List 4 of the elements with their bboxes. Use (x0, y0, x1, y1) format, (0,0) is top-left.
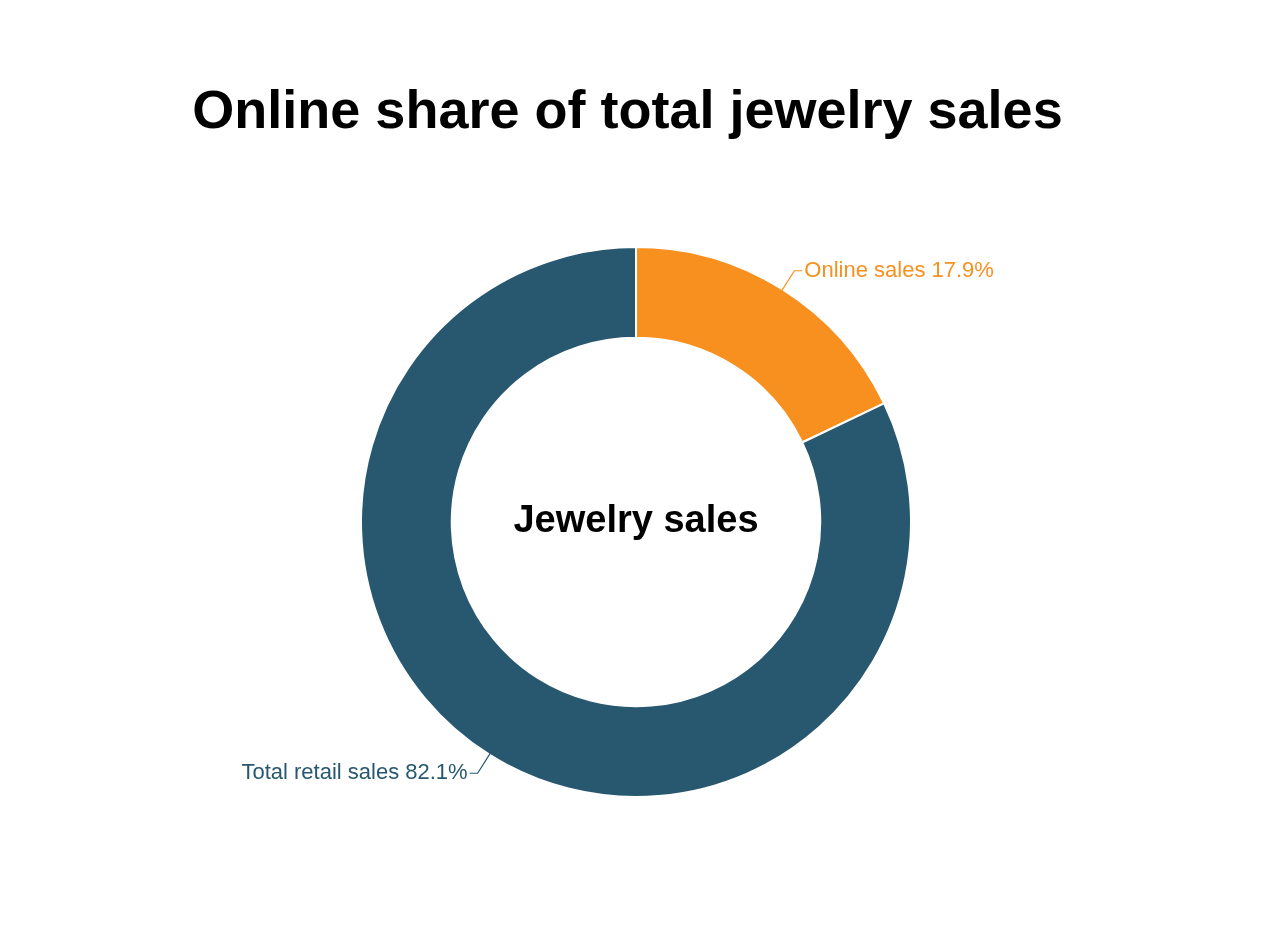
text: Jewelry sales (513, 498, 759, 541)
chart-title: Online share of total jewelry sales (192, 79, 1063, 139)
slice-label: Online sales 17.9% (804, 256, 994, 282)
slice-label: Total retail sales 82.1% (241, 759, 468, 785)
